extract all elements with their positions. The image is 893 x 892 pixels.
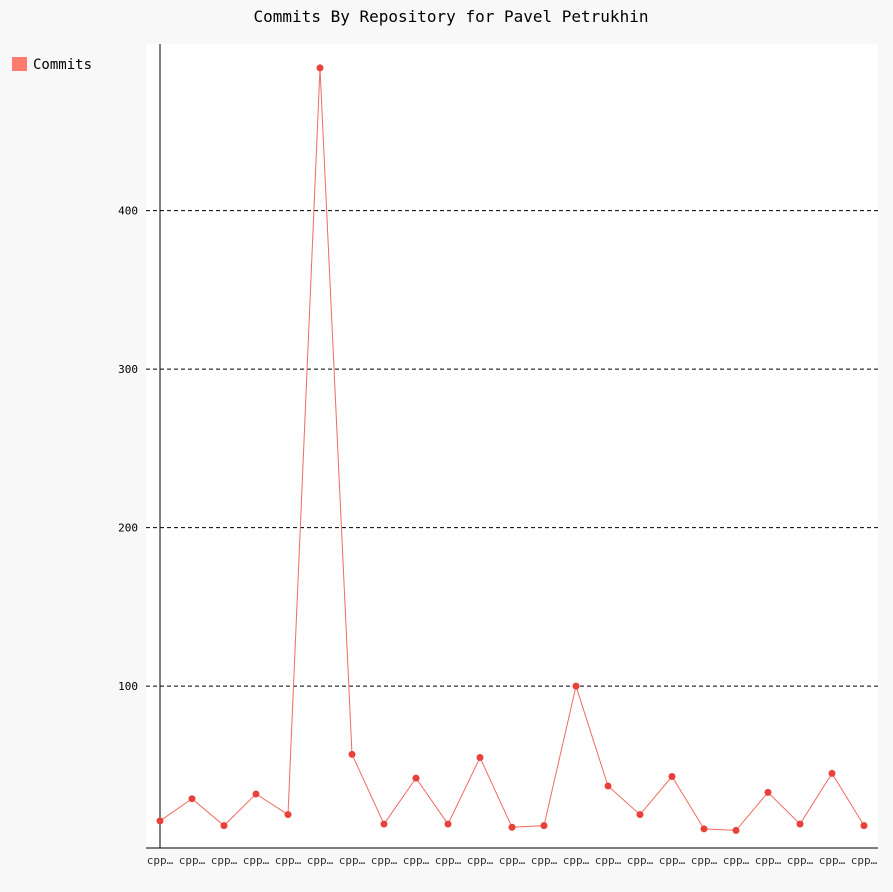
x-tick-label: cpp… xyxy=(499,854,526,867)
data-point[interactable] xyxy=(540,822,548,830)
data-point[interactable] xyxy=(764,788,772,796)
x-tick-label: cpp… xyxy=(275,854,302,867)
x-tick-label: cpp… xyxy=(659,854,686,867)
x-tick-label: cpp… xyxy=(307,854,334,867)
legend-swatch-commits xyxy=(12,57,27,71)
legend: Commits xyxy=(12,57,92,73)
legend-label: Commits xyxy=(33,57,92,73)
data-point[interactable] xyxy=(444,820,452,828)
y-tick-label: 200 xyxy=(118,522,138,535)
x-tick-label: cpp… xyxy=(787,854,814,867)
x-tick-label: cpp… xyxy=(371,854,398,867)
x-tick-label: cpp… xyxy=(563,854,590,867)
chart-title: Commits By Repository for Pavel Petrukhi… xyxy=(254,7,649,26)
data-point[interactable] xyxy=(412,774,420,782)
x-tick-label: cpp… xyxy=(723,854,750,867)
x-tick-label: cpp… xyxy=(531,854,558,867)
data-point[interactable] xyxy=(380,820,388,828)
x-tick-label: cpp… xyxy=(851,854,878,867)
data-point[interactable] xyxy=(860,822,868,830)
x-tick-label: cpp… xyxy=(339,854,366,867)
data-point[interactable] xyxy=(476,753,484,761)
x-tick-label: cpp… xyxy=(147,854,174,867)
data-point[interactable] xyxy=(252,790,260,798)
data-point[interactable] xyxy=(220,822,228,830)
x-tick-label: cpp… xyxy=(179,854,206,867)
y-gridlines xyxy=(146,210,878,687)
x-tick-label: cpp… xyxy=(435,854,462,867)
x-tick-label: cpp… xyxy=(691,854,718,867)
y-tick-label: 100 xyxy=(118,680,138,693)
x-tick-label: cpp… xyxy=(467,854,494,867)
y-tick-labels: 100 200 300 400 xyxy=(118,205,138,694)
data-point[interactable] xyxy=(156,817,164,825)
data-point[interactable] xyxy=(636,811,644,819)
y-tick-label: 400 xyxy=(118,205,138,218)
x-tick-label: cpp… xyxy=(819,854,846,867)
data-point[interactable] xyxy=(828,769,836,777)
data-point[interactable] xyxy=(668,773,676,781)
data-point[interactable] xyxy=(732,826,740,834)
data-point[interactable] xyxy=(572,682,580,690)
y-tick-label: 300 xyxy=(118,363,138,376)
data-point[interactable] xyxy=(700,825,708,833)
x-tick-label: cpp… xyxy=(243,854,270,867)
data-point[interactable] xyxy=(316,64,324,72)
x-tick-label: cpp… xyxy=(627,854,654,867)
x-tick-label: cpp… xyxy=(211,854,238,867)
data-point[interactable] xyxy=(188,795,196,803)
plot-background xyxy=(146,44,878,848)
x-tick-labels: cpp… cpp… cpp… cpp… cpp… cpp… cpp… cpp… cpp… cpp…… xyxy=(147,854,878,867)
data-point[interactable] xyxy=(348,750,356,758)
data-point[interactable] xyxy=(284,811,292,819)
data-point[interactable] xyxy=(796,820,804,828)
x-tick-label: cpp… xyxy=(595,854,622,867)
series-commits xyxy=(156,64,868,834)
data-point[interactable] xyxy=(604,782,612,790)
data-point[interactable] xyxy=(508,823,516,831)
x-tick-label: cpp… xyxy=(403,854,430,867)
x-tick-label: cpp… xyxy=(755,854,782,867)
